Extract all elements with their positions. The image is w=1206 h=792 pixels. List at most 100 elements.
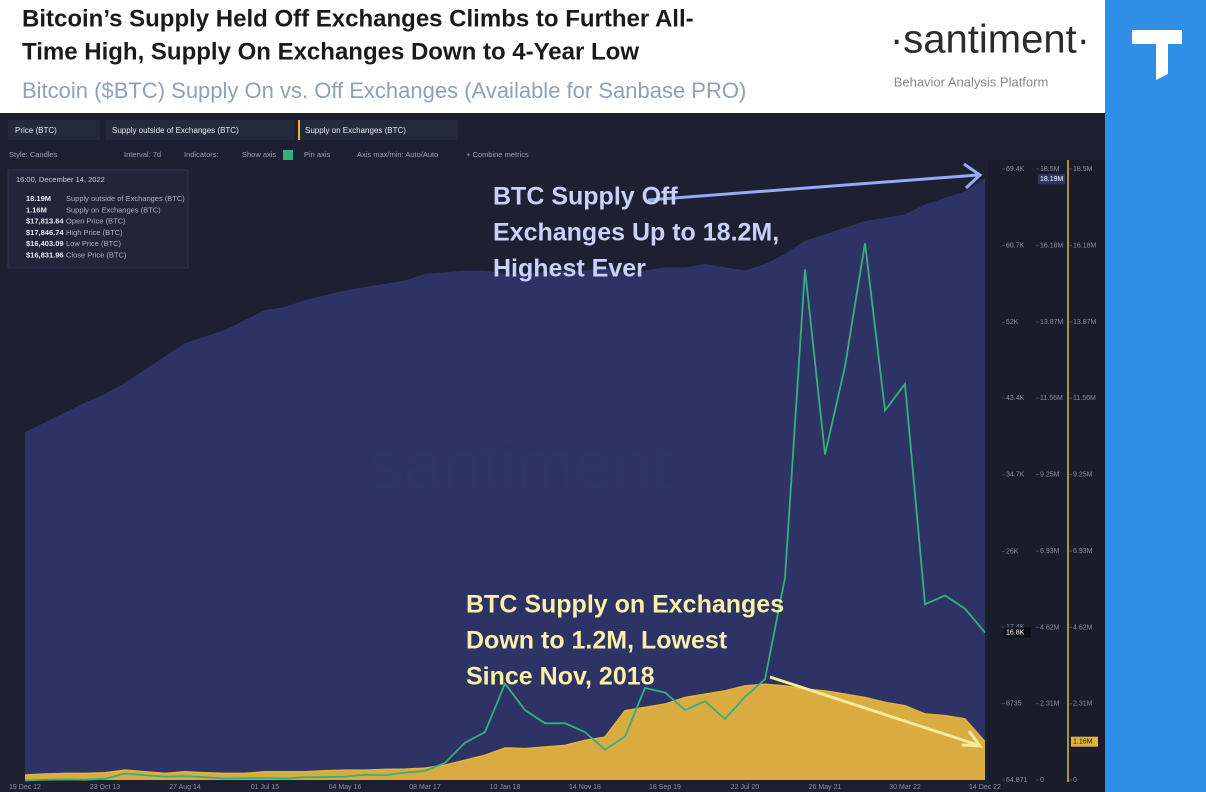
y-tick-label: 6.93M bbox=[1073, 548, 1093, 555]
y-tick-label: 2.31M bbox=[1040, 701, 1060, 708]
y-tick-label: 8735 bbox=[1006, 700, 1022, 707]
y-tick-label: 13.87M bbox=[1073, 319, 1097, 326]
annotation: Highest Ever bbox=[493, 255, 646, 283]
y-tick-label: 18.5M bbox=[1040, 166, 1060, 173]
y-tick-label: 13.87M bbox=[1040, 319, 1064, 326]
logo-text: ·santiment· bbox=[890, 18, 1090, 62]
area-fill bbox=[25, 179, 985, 780]
y-tick-label: 9.25M bbox=[1040, 471, 1060, 478]
y-tick-label: 11.56M bbox=[1040, 395, 1063, 402]
annotation: Down to 1.2M, Lowest bbox=[466, 627, 728, 655]
tooltip-box bbox=[7, 169, 189, 269]
tooltip-value: $17,813.64 bbox=[26, 217, 64, 226]
x-tick-label: 01 Jul 15 bbox=[251, 784, 280, 791]
area-fill bbox=[25, 684, 985, 780]
y-tick-label: 9.25M bbox=[1073, 471, 1093, 478]
control[interactable]: Style: Candles bbox=[9, 150, 58, 159]
last-value-bg bbox=[1004, 627, 1031, 638]
x-tick-label: 19 Dec 12 bbox=[9, 784, 41, 791]
y-tick-label: 0 bbox=[1073, 777, 1077, 784]
header-bg bbox=[0, 0, 1105, 113]
y-tick-label: 16.18M bbox=[1073, 242, 1097, 249]
last-value-bg bbox=[1071, 736, 1098, 747]
tab-label[interactable]: Supply outside of Exchanges (BTC) bbox=[112, 126, 239, 135]
tab-bg[interactable] bbox=[106, 120, 294, 140]
y-tick-label: 4.62M bbox=[1073, 624, 1093, 631]
subtitle: Bitcoin ($BTC) Supply On vs. Off Exchang… bbox=[22, 78, 746, 103]
y-tick-label: 6.93M bbox=[1040, 548, 1060, 555]
x-tick-label: 26 May 21 bbox=[809, 784, 842, 791]
arrow bbox=[769, 675, 979, 747]
y-tick-label: 69.4K bbox=[1006, 166, 1025, 173]
tooltip-value: $17,846.74 bbox=[26, 228, 64, 237]
x-tick-label: 22 Jul 20 bbox=[731, 784, 760, 791]
arrow-head bbox=[963, 162, 983, 190]
x-tick-label: 27 Aug 14 bbox=[169, 784, 201, 791]
x-tick-label: 10 Jan 18 bbox=[490, 784, 521, 791]
y-tick-label: 18.5M bbox=[1073, 166, 1093, 173]
checkbox[interactable] bbox=[283, 150, 293, 160]
brand-strip bbox=[1105, 0, 1206, 792]
axis-panel bbox=[988, 160, 1105, 792]
title-line: Bitcoin’s Supply Held Off Exchanges Clim… bbox=[22, 5, 694, 32]
brand-logo bbox=[1132, 30, 1182, 80]
title-line: Time High, Supply On Exchanges Down to 4… bbox=[22, 38, 639, 65]
control[interactable]: + Combine metrics bbox=[466, 150, 529, 159]
arrow-head bbox=[961, 730, 984, 748]
tooltip-value: $16,831.96 bbox=[26, 250, 64, 259]
x-tick-label: 23 Oct 13 bbox=[90, 784, 120, 791]
y-tick-label: 11.56M bbox=[1073, 395, 1096, 402]
x-tick-label: 14 Dec 22 bbox=[969, 784, 1001, 791]
y-tick-label: 2.31M bbox=[1073, 701, 1093, 708]
control[interactable]: Show axis bbox=[242, 150, 276, 159]
y-tick-label: 60.7K bbox=[1006, 243, 1025, 250]
arrow bbox=[647, 173, 979, 202]
plot bbox=[24, 178, 986, 782]
tooltip-label: Supply on Exchanges (BTC) bbox=[66, 205, 161, 214]
tab-accent bbox=[298, 120, 300, 140]
annotation: Exchanges Up to 18.2M, bbox=[493, 219, 779, 247]
y-tick-label: 64.871 bbox=[1006, 777, 1028, 784]
area-line bbox=[24, 178, 986, 434]
control[interactable]: Interval: 7d bbox=[124, 150, 161, 159]
last-value-bg bbox=[1038, 174, 1065, 185]
tooltip-label: Supply outside of Exchanges (BTC) bbox=[66, 194, 185, 203]
tooltip-label: High Price (BTC) bbox=[66, 228, 123, 237]
last-value-label: 18.19M bbox=[1040, 176, 1064, 183]
annotation: BTC Supply on Exchanges bbox=[466, 591, 784, 619]
tagline: Behavior Analysis Platform bbox=[894, 74, 1049, 89]
control[interactable]: Indicators: bbox=[184, 150, 219, 159]
tab-label[interactable]: Supply on Exchanges (BTC) bbox=[305, 126, 406, 135]
x-tick-label: 04 May 16 bbox=[329, 784, 362, 791]
chart-ui: Price (BTC) Supply outside of Exchanges … bbox=[7, 120, 529, 269]
last-value-label: 16.8K bbox=[1006, 629, 1025, 636]
area-line bbox=[24, 683, 986, 776]
tooltip-value: 1.16M bbox=[26, 205, 47, 214]
tooltip-label: Open Price (BTC) bbox=[66, 217, 126, 226]
control[interactable]: Axis max/min: Auto/Auto bbox=[357, 150, 438, 159]
tooltip-value: $16,403.09 bbox=[26, 239, 64, 248]
y-tick-label: 4.62M bbox=[1040, 624, 1060, 631]
y-tick-label: 0 bbox=[1040, 777, 1044, 784]
y-tick-label: 26K bbox=[1006, 548, 1019, 555]
annotation: BTC Supply Off bbox=[493, 183, 678, 211]
tab-label[interactable]: Price (BTC) bbox=[15, 126, 57, 135]
tooltip-label: Low Price (BTC) bbox=[66, 239, 122, 248]
x-tick-label: 14 Nov 18 bbox=[569, 784, 601, 791]
y-tick-label: 43.4K bbox=[1006, 395, 1025, 402]
tab-bg[interactable] bbox=[298, 120, 458, 140]
price-line bbox=[24, 242, 986, 782]
y-tick-label: 34.7K bbox=[1006, 472, 1025, 479]
tooltip-date: 16:00, December 14, 2022 bbox=[16, 175, 105, 184]
tab-bg[interactable] bbox=[8, 120, 100, 140]
last-value-label: 1.16M bbox=[1073, 739, 1093, 746]
x-tick-label: 18 Sep 19 bbox=[649, 784, 681, 791]
y-tick-label: 16.18M bbox=[1040, 242, 1064, 249]
annotation: Since Nov, 2018 bbox=[466, 663, 655, 691]
tooltip-label: Close Price (BTC) bbox=[66, 250, 127, 259]
x-tick-label: 30 Mar 22 bbox=[889, 784, 921, 791]
x-tick-label: 08 Mar 17 bbox=[409, 784, 441, 791]
control[interactable]: Pin axis bbox=[304, 150, 331, 159]
